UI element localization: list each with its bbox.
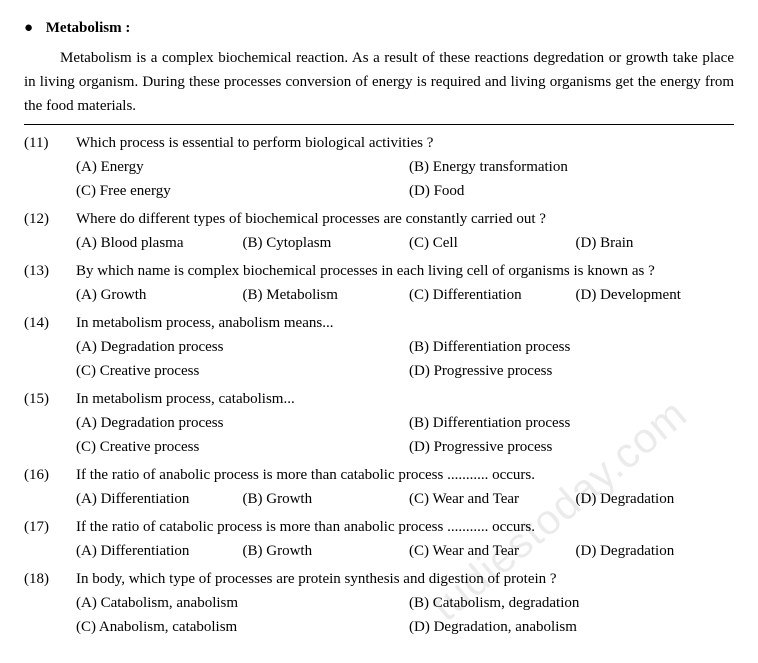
- question: (17)If the ratio of catabolic process is…: [24, 515, 734, 563]
- question-text: In body, which type of processes are pro…: [76, 567, 734, 591]
- option-b: (B) Differentiation process: [409, 411, 734, 435]
- question-body: Which process is essential to perform bi…: [76, 131, 734, 203]
- option-c: (C) Cell: [409, 231, 568, 255]
- question-text: In metabolism process, catabolism...: [76, 387, 734, 411]
- question-number: (15): [24, 387, 76, 459]
- question-body: If the ratio of anabolic process is more…: [76, 463, 734, 511]
- option-a: (A) Differentiation: [76, 539, 235, 563]
- option-b: (B) Catabolism, degradation: [409, 591, 734, 615]
- option-b: (B) Cytoplasm: [243, 231, 402, 255]
- option-b: (B) Growth: [243, 487, 402, 511]
- question: (16)If the ratio of anabolic process is …: [24, 463, 734, 511]
- options: (A) Differentiation (B) Growth (C) Wear an…: [76, 539, 734, 563]
- question-text: Where do different types of biochemical …: [76, 207, 734, 231]
- question: (18)In body, which type of processes are…: [24, 567, 734, 639]
- question-text: In metabolism process, anabolism means..…: [76, 311, 734, 335]
- option-b: (B) Growth: [243, 539, 402, 563]
- option-d: (D) Brain: [576, 231, 735, 255]
- option-c: (C) Creative process: [76, 435, 401, 459]
- question-text: By which name is complex biochemical pro…: [76, 259, 734, 283]
- option-c: (C) Wear and Tear: [409, 539, 568, 563]
- question-body: Where do different types of biochemical …: [76, 207, 734, 255]
- option-d: (D) Degradation: [576, 487, 735, 511]
- option-a: (A) Degradation process: [76, 335, 401, 359]
- question-number: (11): [24, 131, 76, 203]
- options: (A) Growth (B) Metabolism (C) Differentiat…: [76, 283, 734, 307]
- options: (A) Degradation process (B) Differentiati…: [76, 335, 734, 383]
- option-a: (A) Differentiation: [76, 487, 235, 511]
- question-number: (13): [24, 259, 76, 307]
- option-d: (D) Degradation, anabolism: [409, 615, 734, 639]
- option-d: (D) Development: [576, 283, 735, 307]
- option-a: (A) Catabolism, anabolism: [76, 591, 401, 615]
- option-d: (D) Degradation: [576, 539, 735, 563]
- option-b: (B) Metabolism: [243, 283, 402, 307]
- options: (A) Energy (B) Energy transformation (C) F…: [76, 155, 734, 203]
- question-number: (18): [24, 567, 76, 639]
- section-header: ● Metabolism :: [24, 16, 734, 40]
- options: (A) Differentiation (B) Growth (C) Wear an…: [76, 487, 734, 511]
- question-text: If the ratio of catabolic process is mor…: [76, 515, 734, 539]
- option-c: (C) Wear and Tear: [409, 487, 568, 511]
- option-a: (A) Degradation process: [76, 411, 401, 435]
- question: (12)Where do different types of biochemi…: [24, 207, 734, 255]
- options: (A) Blood plasma (B) Cytoplasm (C) Cell (D)…: [76, 231, 734, 255]
- option-d: (D) Progressive process: [409, 359, 734, 383]
- bullet-icon: ●: [24, 16, 42, 40]
- question-number: (16): [24, 463, 76, 511]
- question: (14)In metabolism process, anabolism mea…: [24, 311, 734, 383]
- option-c: (C) Differentiation: [409, 283, 568, 307]
- options: (A) Catabolism, anabolism (B) Catabolism,…: [76, 591, 734, 639]
- question-body: In metabolism process, catabolism...(A) …: [76, 387, 734, 459]
- question-number: (12): [24, 207, 76, 255]
- question: (13)By which name is complex biochemical…: [24, 259, 734, 307]
- option-a: (A) Energy: [76, 155, 401, 179]
- option-b: (B) Energy transformation: [409, 155, 734, 179]
- question-body: In body, which type of processes are pro…: [76, 567, 734, 639]
- question-body: In metabolism process, anabolism means..…: [76, 311, 734, 383]
- option-b: (B) Differentiation process: [409, 335, 734, 359]
- option-d: (D) Food: [409, 179, 734, 203]
- option-a: (A) Blood plasma: [76, 231, 235, 255]
- question-text: Which process is essential to perform bi…: [76, 131, 734, 155]
- question: (11)Which process is essential to perfor…: [24, 131, 734, 203]
- option-c: (C) Creative process: [76, 359, 401, 383]
- section-title: Metabolism :: [46, 20, 131, 36]
- option-c: (C) Anabolism, catabolism: [76, 615, 401, 639]
- question-number: (14): [24, 311, 76, 383]
- option-c: (C) Free energy: [76, 179, 401, 203]
- option-a: (A) Growth: [76, 283, 235, 307]
- question-text: If the ratio of anabolic process is more…: [76, 463, 734, 487]
- options: (A) Degradation process (B) Differentiati…: [76, 411, 734, 459]
- questions-list: (11)Which process is essential to perfor…: [24, 131, 734, 639]
- question: (15)In metabolism process, catabolism...…: [24, 387, 734, 459]
- question-body: By which name is complex biochemical pro…: [76, 259, 734, 307]
- option-d: (D) Progressive process: [409, 435, 734, 459]
- intro-paragraph: Metabolism is a complex biochemical reac…: [24, 46, 734, 125]
- question-body: If the ratio of catabolic process is mor…: [76, 515, 734, 563]
- question-number: (17): [24, 515, 76, 563]
